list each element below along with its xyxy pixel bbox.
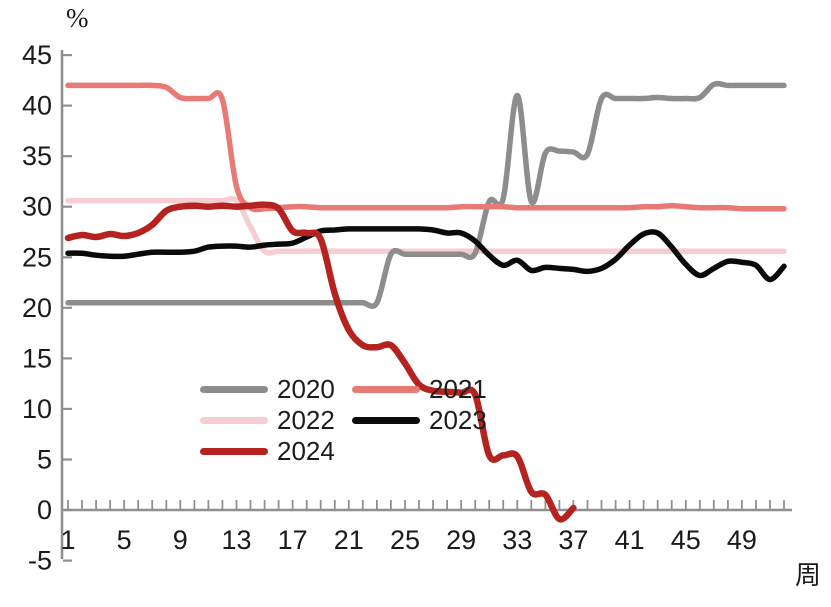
legend-label-2020: 2020 bbox=[277, 374, 335, 404]
y-tick-label: 35 bbox=[22, 141, 52, 171]
y-tick-label: 5 bbox=[37, 445, 52, 475]
series-line-2023 bbox=[65, 226, 787, 283]
legend-label-2021: 2021 bbox=[429, 374, 487, 404]
x-tick-label: 13 bbox=[221, 525, 251, 555]
series-line-2021 bbox=[65, 82, 787, 213]
series-line-2024 bbox=[64, 201, 577, 523]
legend: 2020 2021 2022 2023 2024 bbox=[200, 374, 512, 467]
y-tick-label: 40 bbox=[22, 91, 52, 121]
series-line-2020 bbox=[65, 80, 787, 310]
y-tick-label: -5 bbox=[28, 546, 52, 576]
x-tick-label: 45 bbox=[671, 525, 701, 555]
legend-swatch-2021 bbox=[352, 386, 420, 393]
x-tick-label: 9 bbox=[173, 525, 188, 555]
y-tick-label: 20 bbox=[22, 293, 52, 323]
x-tick-label: 41 bbox=[615, 525, 645, 555]
legend-item-2023: 2023 bbox=[352, 405, 512, 436]
x-tick-label: 17 bbox=[278, 525, 308, 555]
series-line-2022 bbox=[65, 195, 787, 256]
legend-label-2022: 2022 bbox=[277, 405, 335, 435]
x-tick-label: 49 bbox=[727, 525, 757, 555]
legend-item-2020: 2020 bbox=[200, 374, 352, 405]
x-tick-label: 21 bbox=[334, 525, 364, 555]
legend-item-2022: 2022 bbox=[200, 405, 352, 436]
x-tick-label: 29 bbox=[446, 525, 476, 555]
legend-label-2024: 2024 bbox=[277, 436, 335, 466]
y-tick-label: 10 bbox=[22, 394, 52, 424]
x-axis-title: 周 bbox=[795, 561, 822, 590]
legend-swatch-2022 bbox=[200, 417, 268, 424]
x-tick-label: 37 bbox=[558, 525, 588, 555]
x-tick-label: 33 bbox=[502, 525, 532, 555]
x-tick-label: 1 bbox=[60, 525, 75, 555]
legend-swatch-2024 bbox=[200, 448, 268, 455]
y-tick-label: 15 bbox=[22, 343, 52, 373]
y-axis-unit-label: % bbox=[66, 3, 89, 33]
legend-item-2024: 2024 bbox=[200, 436, 352, 467]
y-tick-label: 25 bbox=[22, 242, 52, 272]
x-tick-label: 5 bbox=[117, 525, 132, 555]
legend-swatch-2023 bbox=[352, 417, 420, 424]
legend-swatch-2020 bbox=[200, 386, 268, 393]
y-tick-label: 30 bbox=[22, 192, 52, 222]
y-tick-label: 45 bbox=[22, 40, 52, 70]
x-tick-label: 25 bbox=[390, 525, 420, 555]
legend-label-2023: 2023 bbox=[429, 405, 487, 435]
legend-item-2021: 2021 bbox=[352, 374, 512, 405]
y-tick-label: 0 bbox=[37, 495, 52, 525]
